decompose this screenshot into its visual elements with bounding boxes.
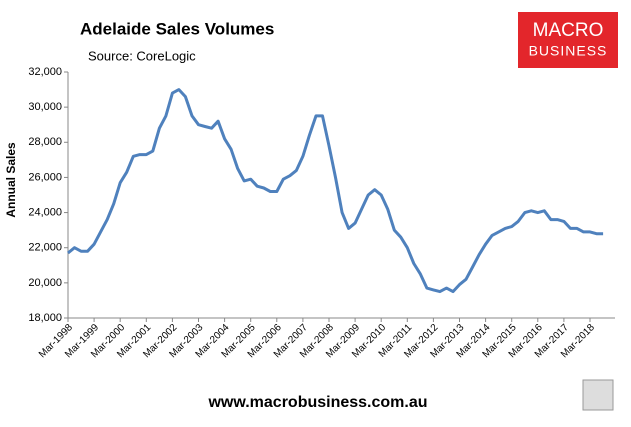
footer: www.macrobusiness.com.au <box>207 394 427 411</box>
y-tick-label: 28,000 <box>28 136 62 148</box>
logo-box <box>518 12 618 68</box>
wolf-icon <box>582 379 614 411</box>
y-tick-label: 22,000 <box>28 242 62 254</box>
logo-text: BUSINESS <box>529 43 608 59</box>
chart-subtitle: Source: CoreLogic <box>88 48 196 63</box>
y-tick-label: 24,000 <box>28 206 62 218</box>
y-tick-label: 32,000 <box>28 66 62 78</box>
logo-text: MACRO <box>533 20 604 41</box>
chart-title: Adelaide Sales Volumes <box>80 19 274 38</box>
y-tick-label: 18,000 <box>28 312 62 324</box>
y-tick-label: 26,000 <box>28 171 62 183</box>
y-tick-label: 30,000 <box>28 101 62 113</box>
y-tick-label: 20,000 <box>28 277 62 289</box>
y-axis-label: Annual Sales <box>4 142 18 218</box>
data-line <box>67 88 604 294</box>
